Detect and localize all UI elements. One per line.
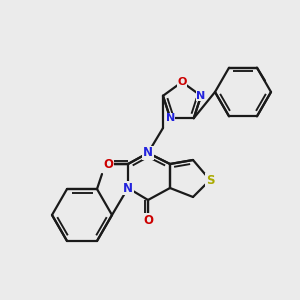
Text: N: N <box>166 113 175 123</box>
Text: S: S <box>206 173 214 187</box>
Text: N: N <box>143 146 153 160</box>
Text: O: O <box>177 77 187 87</box>
Text: N: N <box>123 182 133 194</box>
Text: O: O <box>143 214 153 226</box>
Text: N: N <box>196 91 206 101</box>
Text: O: O <box>103 158 113 170</box>
